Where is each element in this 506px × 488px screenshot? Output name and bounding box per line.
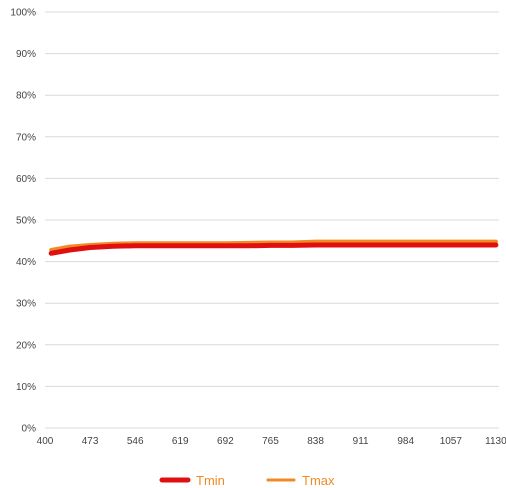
x-tick-label: 619	[172, 436, 189, 447]
x-tick-label: 473	[82, 436, 99, 447]
y-tick-label: 100%	[10, 8, 36, 19]
y-tick-label: 50%	[16, 216, 36, 227]
x-tick-label: 546	[127, 436, 144, 447]
series-lines	[48, 239, 499, 256]
y-tick-label: 90%	[16, 49, 36, 60]
x-tick-label: 838	[307, 436, 324, 447]
legend-label-tmin: Tmin	[196, 473, 225, 488]
x-tick-label: 692	[217, 436, 234, 447]
x-tick-label: 765	[262, 436, 279, 447]
gridlines	[45, 11, 499, 429]
y-tick-label: 60%	[16, 174, 36, 185]
y-tick-label: 80%	[16, 91, 36, 102]
y-tick-label: 70%	[16, 132, 36, 143]
series-line-tmin	[48, 242, 499, 256]
y-tick-label: 0%	[22, 424, 37, 435]
x-tick-label: 1130	[485, 436, 506, 447]
y-tick-label: 10%	[16, 382, 36, 393]
legend: Tmin Tmax	[159, 473, 335, 488]
x-axis-ticks: 400 473 546 619 692 765 838 911 984 1057 1130	[37, 436, 506, 447]
legend-label-tmax: Tmax	[302, 473, 335, 488]
x-tick-label: 911	[353, 436, 369, 447]
y-axis-ticks: 0% 10% 20% 30% 40% 50% 60% 70% 80% 90% 100%	[10, 8, 36, 435]
y-tick-label: 40%	[16, 257, 36, 268]
x-tick-label: 984	[397, 436, 414, 447]
y-tick-label: 20%	[16, 340, 36, 351]
y-tick-label: 30%	[16, 299, 36, 310]
x-tick-label: 400	[37, 436, 54, 447]
x-tick-label: 1057	[440, 436, 463, 447]
